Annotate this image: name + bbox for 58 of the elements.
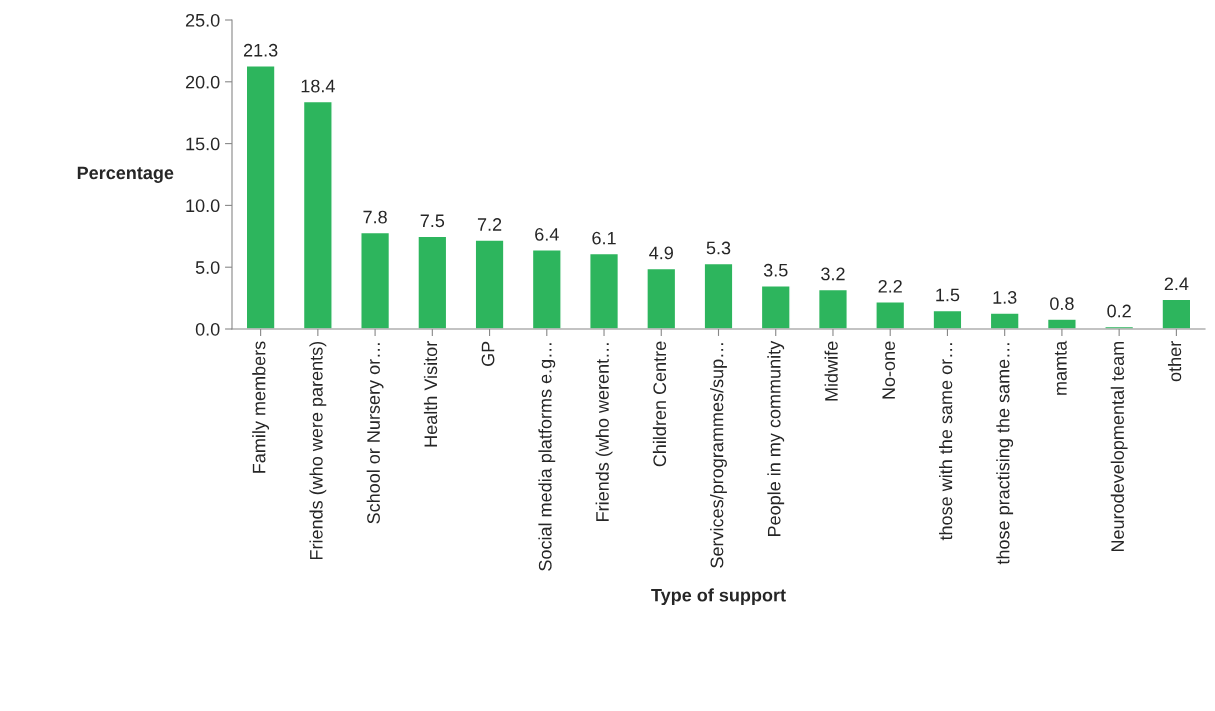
bar [302, 100, 333, 329]
bar [417, 235, 448, 329]
data-label: 2.2 [878, 279, 902, 293]
data-label: 6.1 [592, 231, 616, 245]
bar [932, 309, 963, 329]
bar [245, 65, 276, 329]
x-tick-label: GP [481, 341, 495, 366]
bar [474, 239, 505, 329]
data-label: 0.2 [1107, 304, 1131, 318]
x-tick-label: Friends (who werent… [595, 343, 613, 521]
y-tick-label: 5.0 [195, 261, 220, 274]
x-tick-label: those practising the same… [996, 343, 1014, 565]
data-label: 2.4 [1164, 277, 1189, 291]
x-tick-label: School or Nursery or… [366, 343, 384, 524]
data-label: 21.3 [243, 43, 278, 57]
bar [531, 249, 562, 329]
bar [703, 262, 734, 329]
bar [875, 301, 906, 329]
data-label: 6.4 [535, 227, 559, 241]
data-label: 1.5 [936, 288, 960, 302]
x-tick-label: those with the same or… [939, 343, 953, 541]
bar [589, 252, 620, 329]
bar [817, 288, 848, 329]
x-tick-label: Friends (who were parents) [309, 341, 327, 560]
y-tick-label: 0.0 [195, 322, 220, 336]
y-tick-label: 10.0 [186, 199, 220, 213]
bar [760, 285, 791, 329]
x-tick-label: mamta [1054, 340, 1067, 395]
data-label: 18.4 [301, 79, 335, 93]
bar [1161, 298, 1192, 329]
x-tick-label: Neurodevelopmental team [1110, 341, 1128, 552]
x-tick-label: No-one [882, 341, 896, 399]
bar [1046, 318, 1077, 329]
x-tick-label: Health Visitor [423, 341, 438, 447]
data-label: 7.2 [477, 218, 502, 231]
bar [989, 312, 1020, 329]
x-tick-label: other [1167, 341, 1182, 382]
x-tick-label: People in my community [767, 340, 785, 536]
data-label: 7.8 [363, 210, 387, 224]
data-label: 4.9 [649, 246, 673, 260]
y-axis-title: Percentage [77, 166, 174, 183]
data-label: 1.3 [993, 291, 1017, 304]
x-tick-label: Family members [252, 341, 270, 473]
y-tick-label: 15.0 [186, 137, 220, 151]
bar [360, 231, 391, 329]
x-tick-label: Children Centre [652, 341, 667, 467]
y-tick-label: 20.0 [185, 75, 220, 89]
x-axis-title: Type of support [651, 588, 786, 606]
data-label: 0.8 [1050, 297, 1074, 310]
data-label: 7.5 [420, 214, 445, 228]
data-label: 3.5 [763, 263, 788, 277]
y-tick-label: 25.0 [185, 13, 220, 27]
x-tick-label: Midwife [824, 341, 838, 401]
x-tick-label: Social media platforms e.g… [538, 343, 556, 571]
data-label: 3.2 [821, 267, 845, 281]
x-tick-label: Services/programmes/sup… [710, 343, 727, 568]
data-label: 5.3 [706, 241, 731, 255]
bar [646, 267, 677, 329]
